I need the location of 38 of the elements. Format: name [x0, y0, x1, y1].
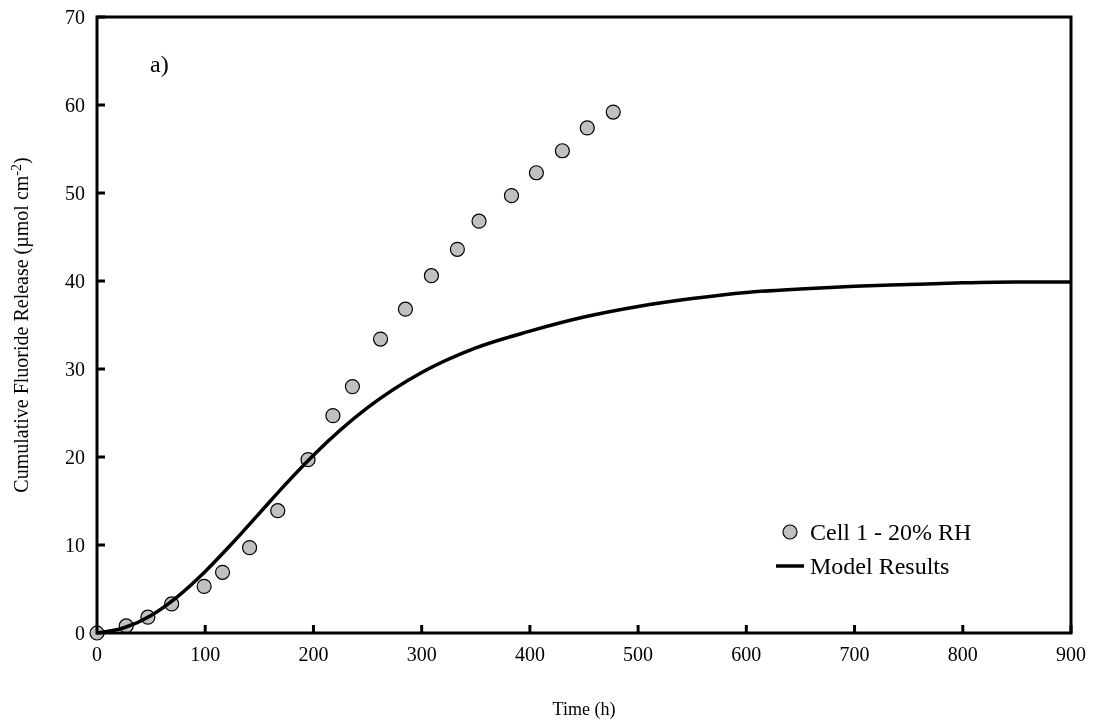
point	[196, 578, 212, 594]
point	[579, 120, 595, 136]
x-tick-label: 300	[406, 643, 437, 665]
y-tick-label: 50	[65, 182, 85, 204]
x-tick-label: 200	[298, 643, 329, 665]
y-tick-label: 20	[65, 446, 85, 468]
point	[554, 143, 570, 159]
y-tick-label: 0	[75, 622, 85, 644]
point	[214, 564, 231, 580]
y-tick-label: 10	[65, 534, 85, 556]
point	[605, 104, 621, 120]
x-tick-label: 600	[731, 643, 762, 665]
y-tick-label: 70	[65, 6, 85, 28]
point	[423, 268, 440, 284]
x-tick-label: 800	[947, 643, 978, 665]
legend-label: Model Results	[810, 553, 950, 580]
point	[325, 408, 341, 424]
point	[270, 503, 286, 519]
y-tick-label: 40	[65, 270, 85, 292]
point	[241, 540, 258, 556]
point	[528, 165, 544, 181]
point	[344, 379, 360, 395]
x-tick-label: 400	[514, 643, 545, 665]
annotation: a)	[150, 51, 169, 77]
point	[449, 241, 465, 257]
y-tick-label: 30	[65, 358, 85, 380]
x-tick-label: 0	[92, 643, 102, 665]
point	[372, 331, 389, 347]
x-tick-label: 500	[623, 643, 654, 665]
x-tick-label: 900	[1056, 643, 1086, 665]
y-tick-label: 60	[65, 94, 85, 116]
legend-label: Cell 1 - 20% RH	[810, 519, 972, 546]
point	[397, 301, 414, 317]
x-tick-label: 100	[190, 643, 221, 665]
point	[471, 213, 487, 229]
x-tick-label: 700	[839, 643, 870, 665]
x-axis-title: Time (h)	[552, 699, 616, 720]
point	[503, 188, 520, 204]
